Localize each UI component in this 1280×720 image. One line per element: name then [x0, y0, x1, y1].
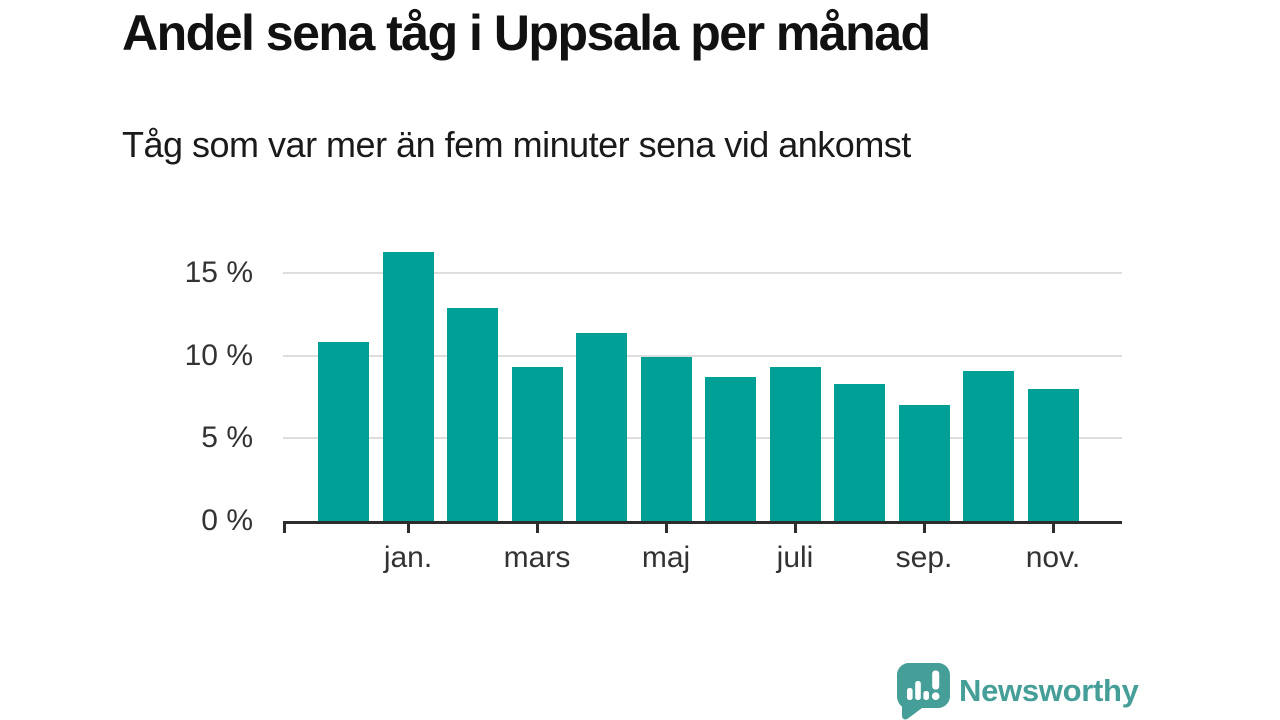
bar-apr. — [576, 332, 627, 521]
bar-maj — [640, 357, 692, 521]
bar-dec. — [318, 342, 369, 521]
newsworthy-wordmark: Newsworthy — [959, 673, 1139, 708]
bar-feb. — [447, 307, 498, 521]
x-tick-sep. — [922, 521, 926, 533]
x-tick-label: mars — [503, 541, 571, 574]
y-tick-label: 15 % — [184, 256, 253, 290]
x-tick-label: jan. — [383, 541, 433, 574]
y-tick-label: 5 % — [201, 421, 253, 455]
gridline-5 — [283, 437, 1122, 440]
bar-jan. — [382, 251, 434, 521]
bar-mars — [511, 367, 563, 521]
x-tick-label: sep. — [895, 541, 953, 574]
y-tick-label: 10 % — [184, 338, 253, 372]
x-tick-jan. — [406, 521, 410, 533]
bar-chart-speech-bubble-icon — [897, 663, 950, 720]
x-axis-start-tick — [283, 521, 286, 533]
plot-area: 0 % 5 % 10 % 15 % jan. mars maj juli sep. nov. — [185, 240, 1122, 574]
chart-subtitle: Tåg som var mer än fem minuter sena vid … — [122, 124, 911, 165]
x-tick-maj — [664, 521, 668, 533]
x-tick-mars — [535, 521, 539, 533]
x-tick-label: juli — [776, 541, 814, 574]
x-axis-line — [283, 521, 1122, 524]
bar-aug. — [834, 383, 885, 521]
gridline-15 — [283, 272, 1122, 275]
bar-juni — [705, 377, 756, 521]
gridline-10 — [283, 354, 1122, 357]
chart-title: Andel sena tåg i Uppsala per månad — [122, 5, 931, 61]
bar-nov. — [1027, 388, 1079, 521]
x-tick-label: maj — [641, 541, 691, 574]
x-tick-nov. — [1051, 521, 1055, 533]
x-tick-label: nov. — [1025, 541, 1081, 574]
bar-juli — [769, 367, 821, 521]
x-tick-juli — [793, 521, 797, 533]
bar-okt. — [963, 370, 1014, 521]
y-tick-label: 0 % — [201, 504, 253, 537]
newsworthy-logo: Newsworthy — [897, 662, 1139, 720]
bar-sep. — [898, 405, 950, 521]
